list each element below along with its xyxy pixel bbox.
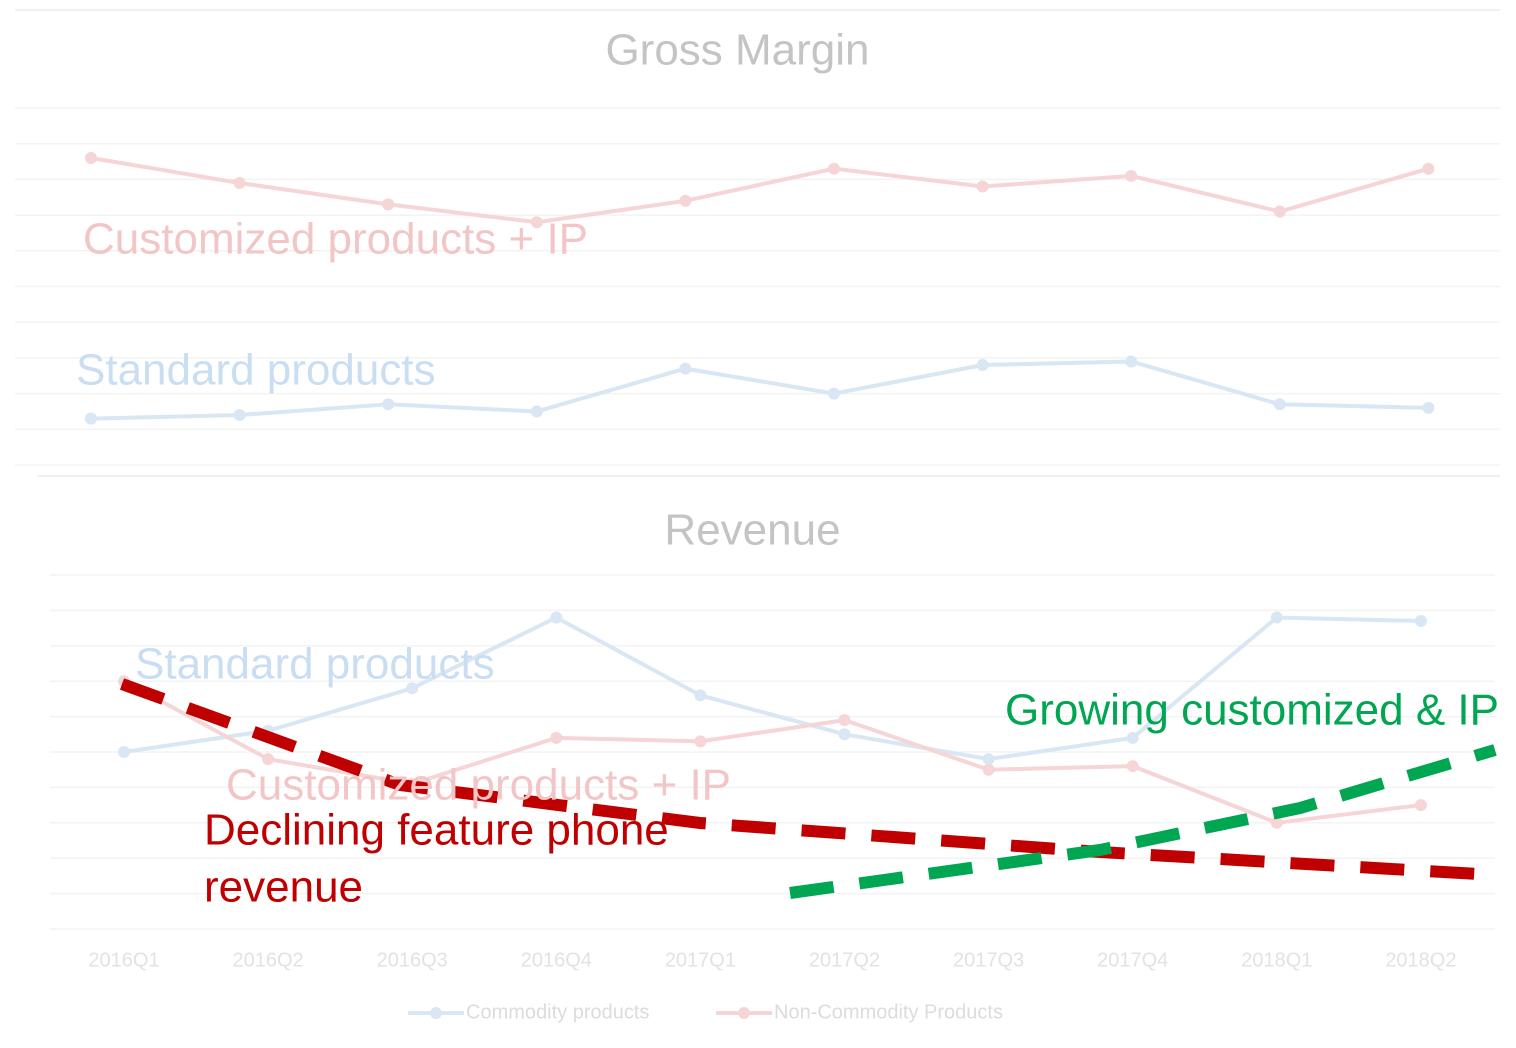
growing-trend (789, 744, 1497, 899)
annotations: Customized products + IP Standard product… (76, 215, 1499, 912)
data-point (1422, 401, 1435, 414)
data-point (828, 162, 840, 175)
data-point (694, 689, 707, 702)
data-point (1273, 398, 1286, 411)
data-point (1422, 162, 1435, 175)
series-line (123, 615, 1421, 762)
data-point (838, 728, 851, 741)
annotation: Standard products (135, 640, 495, 689)
data-point (1126, 731, 1139, 744)
data-point (406, 682, 419, 695)
data-point (828, 387, 840, 400)
data-point (1125, 355, 1138, 368)
data-point (976, 359, 989, 372)
data-point (1125, 169, 1138, 182)
x-tick-label: 2016Q1 (88, 949, 159, 971)
data-point (530, 216, 543, 229)
x-tick-label: 2016Q4 (521, 949, 592, 971)
data-point (530, 405, 543, 418)
data-point (838, 714, 851, 727)
data-point (982, 763, 995, 776)
data-point (233, 409, 246, 422)
data-point (550, 611, 563, 624)
legend-swatch (738, 1007, 750, 1019)
data-point (85, 412, 97, 425)
data-point (233, 176, 246, 189)
legend-label: Commodity products (466, 1001, 649, 1023)
data-point (85, 151, 97, 164)
x-tick-label: 2016Q3 (377, 949, 448, 971)
annotation: Customized products + IP (83, 215, 588, 264)
data-point (118, 746, 130, 758)
declining-trend (119, 678, 1496, 881)
data-point (982, 753, 995, 766)
charts: Gross Margin Revenue 2016Q1 2016Q2 2016Q3 201… (15, 26, 1500, 1023)
series-line (123, 679, 1422, 825)
chart-title: Gross Margin (605, 26, 869, 75)
data-point (1273, 205, 1286, 218)
annotation: revenue (204, 863, 363, 912)
data-point (1414, 615, 1427, 628)
x-tick-label: 2018Q1 (1241, 949, 1312, 971)
annotation: Customized products + IP (226, 761, 731, 810)
data-point (694, 735, 707, 748)
annotation: Growing customized & IP (1005, 686, 1499, 735)
data-point (382, 198, 395, 211)
data-point (1126, 760, 1139, 773)
x-tick-label: 2018Q2 (1385, 949, 1456, 971)
data-point (550, 731, 563, 744)
data-point (679, 194, 692, 207)
series-line (90, 156, 1429, 225)
data-point (1270, 611, 1283, 624)
data-point (976, 180, 989, 193)
x-tick-label: 2017Q3 (953, 949, 1024, 971)
x-tick-label: 2017Q2 (809, 949, 880, 971)
x-tick-label: 2017Q4 (1097, 949, 1168, 971)
x-tick-label: 2016Q2 (233, 949, 304, 971)
data-point (1270, 816, 1283, 829)
annotation: Standard products (76, 346, 436, 395)
data-point (679, 362, 692, 375)
x-tick-label: 2017Q1 (665, 949, 736, 971)
chart-title: Revenue (664, 506, 840, 555)
legend-label: Non-Commodity Products (774, 1001, 1003, 1023)
series-line (90, 359, 1429, 421)
data-point (262, 753, 275, 766)
annotation: Declining feature phone (204, 806, 669, 855)
data-point (1414, 799, 1427, 812)
data-point (382, 398, 395, 411)
legend-swatch (430, 1007, 442, 1019)
